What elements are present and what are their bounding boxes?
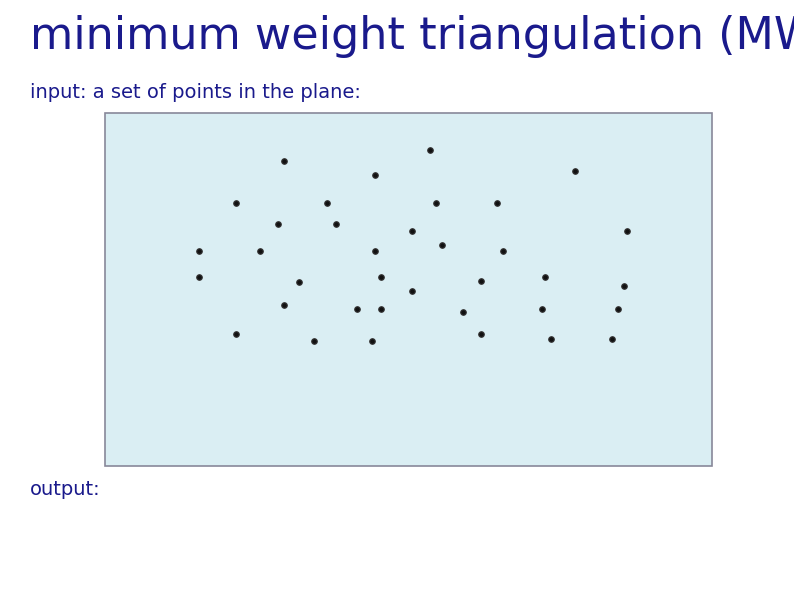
- Bar: [105, 113, 712, 466]
- Text: input: a set of points in the plane:: input: a set of points in the plane:: [30, 83, 361, 102]
- Text: output:: output:: [30, 480, 101, 499]
- Text: minimum weight triangulation (MWT): minimum weight triangulation (MWT): [30, 15, 794, 58]
